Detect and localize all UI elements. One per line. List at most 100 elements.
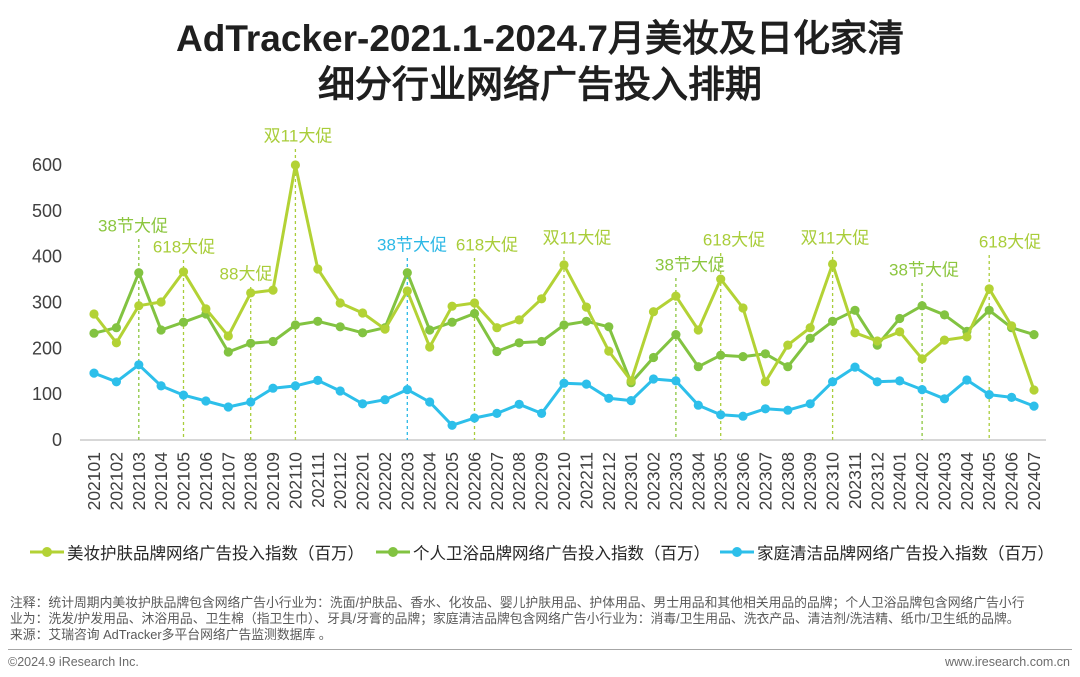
data-point-home-cleaning (111, 377, 121, 387)
promotion-annotation-label: 双11大促 (264, 127, 333, 146)
data-point-beauty-skincare (648, 307, 659, 317)
note-line: 业为：洗发/护发用品、沐浴用品、卫生棉（指卫生巾）、牙具/牙膏的品牌；家庭清洁品… (10, 611, 1020, 626)
data-point-beauty-skincare (402, 286, 412, 296)
data-point-home-cleaning (425, 397, 435, 407)
x-tick-label: 202107 (218, 452, 238, 510)
x-tick-label: 202308 (778, 452, 798, 510)
x-tick-label: 202112 (330, 452, 350, 509)
data-point-personal-care-bath (514, 338, 524, 348)
x-tick-label: 202210 (554, 452, 574, 511)
data-point-home-cleaning (581, 379, 592, 389)
x-tick-label: 202201 (353, 452, 373, 510)
data-point-home-cleaning (671, 376, 681, 386)
source-line: 来源：艾瑞咨询 AdTracker多平台网络广告监测数据库 。 (10, 627, 332, 642)
data-point-beauty-skincare (850, 328, 860, 338)
data-point-beauty-skincare (939, 335, 950, 345)
x-tick-label: 202104 (151, 452, 171, 511)
data-point-beauty-skincare (425, 342, 435, 352)
data-point-personal-care-bath (156, 325, 166, 335)
data-point-home-cleaning (872, 377, 882, 387)
data-point-personal-care-bath (805, 333, 815, 343)
legend-item-beauty-skincare: 美妆护肤品牌网络广告投入指数（百万） (30, 539, 364, 565)
x-tick-label: 202405 (979, 452, 999, 510)
series-group (89, 160, 1039, 430)
x-tick-label: 202106 (196, 452, 216, 510)
data-point-personal-care-bath (671, 330, 681, 340)
data-point-beauty-skincare (514, 315, 524, 325)
promotion-annotation-label: 618大促 (153, 238, 215, 257)
data-point-beauty-skincare (1029, 385, 1039, 395)
promotion-annotation-label: 618大促 (703, 231, 765, 250)
data-point-beauty-skincare (828, 259, 838, 269)
x-tick-label: 202101 (84, 452, 104, 510)
promotion-annotation-label: 618大促 (456, 236, 518, 255)
data-point-personal-care-bath (559, 320, 569, 330)
series-beauty-skincare (89, 160, 1039, 395)
data-point-home-cleaning (156, 381, 166, 391)
x-tick-label: 202202 (375, 452, 395, 510)
promotion-annotations: 38节大促 618大促 88大促 双11大促 38节大促 618大促 双11大促 38节大促 6… (98, 127, 1041, 284)
data-point-home-cleaning (1007, 392, 1017, 402)
legend-marker-icon (376, 547, 410, 557)
y-tick-label: 300 (32, 293, 62, 313)
data-point-personal-care-bath (581, 316, 592, 326)
data-point-beauty-skincare (537, 294, 547, 304)
x-tick-label: 202211 (576, 452, 596, 509)
data-point-personal-care-bath (604, 322, 614, 332)
data-point-beauty-skincare (111, 338, 121, 348)
data-point-personal-care-bath (447, 317, 457, 327)
y-tick-label: 600 (32, 155, 62, 175)
data-point-personal-care-bath (738, 352, 748, 362)
data-point-home-cleaning (895, 376, 905, 386)
x-tick-label: 202109 (263, 452, 283, 510)
chart-notes: 注释：统计周期内美妆护肤品牌包含网络广告小行业为：洗面/护肤品、香水、化妆品、婴… (10, 595, 1025, 643)
data-point-personal-care-bath (1029, 330, 1039, 340)
data-point-beauty-skincare (783, 340, 793, 350)
data-point-beauty-skincare (693, 325, 703, 335)
x-tick-label: 202309 (800, 452, 820, 510)
x-tick-label: 202207 (487, 452, 507, 510)
data-point-personal-care-bath (223, 347, 233, 357)
data-point-beauty-skincare (246, 288, 256, 298)
data-point-beauty-skincare (223, 331, 233, 341)
x-tick-label: 202310 (823, 452, 843, 511)
data-point-beauty-skincare (917, 354, 927, 364)
chart-title-line-2: 细分行业网络广告投入排期 (318, 64, 762, 105)
x-tick-label: 202204 (420, 452, 440, 511)
data-point-beauty-skincare (268, 285, 278, 295)
x-tick-label: 202102 (106, 452, 126, 510)
data-point-home-cleaning (716, 410, 726, 420)
data-point-home-cleaning (290, 381, 300, 391)
data-point-personal-care-bath (648, 352, 659, 363)
data-point-personal-care-bath (537, 336, 547, 347)
data-point-home-cleaning (313, 375, 323, 385)
copyright-text: ©2024.9 iResearch Inc. (8, 655, 139, 669)
data-point-home-cleaning (828, 377, 838, 387)
data-point-beauty-skincare (178, 267, 189, 277)
data-point-home-cleaning (783, 405, 793, 415)
data-point-home-cleaning (693, 400, 703, 410)
x-tick-label: 202302 (644, 452, 664, 510)
data-point-personal-care-bath (134, 268, 144, 278)
promotion-annotation-label: 双11大促 (801, 229, 870, 248)
data-point-home-cleaning (201, 396, 211, 406)
y-tick-label: 0 (52, 430, 62, 450)
data-point-beauty-skincare (581, 302, 592, 312)
data-point-personal-care-bath (492, 346, 502, 357)
x-tick-label: 202111 (308, 452, 328, 508)
data-point-beauty-skincare (805, 323, 815, 333)
promotion-annotation-label: 38节大促 (655, 256, 725, 275)
data-point-personal-care-bath (716, 350, 726, 360)
data-point-home-cleaning (358, 399, 368, 409)
legend-item-personal-care-bath: 个人卫浴品牌网络广告投入指数（百万） (376, 539, 710, 565)
legend-label: 家庭清洁品牌网络广告投入指数（百万） (757, 545, 1054, 563)
x-tick-label: 202108 (241, 452, 261, 510)
footer-divider (8, 649, 1072, 650)
data-point-personal-care-bath (760, 349, 771, 359)
legend-item-home-cleaning: 家庭清洁品牌网络广告投入指数（百万） (720, 539, 1054, 565)
x-tick-label: 202208 (509, 452, 529, 510)
x-tick-label: 202402 (912, 452, 932, 510)
legend-label: 个人卫浴品牌网络广告投入指数（百万） (413, 545, 710, 563)
x-tick-label: 202403 (935, 452, 955, 510)
